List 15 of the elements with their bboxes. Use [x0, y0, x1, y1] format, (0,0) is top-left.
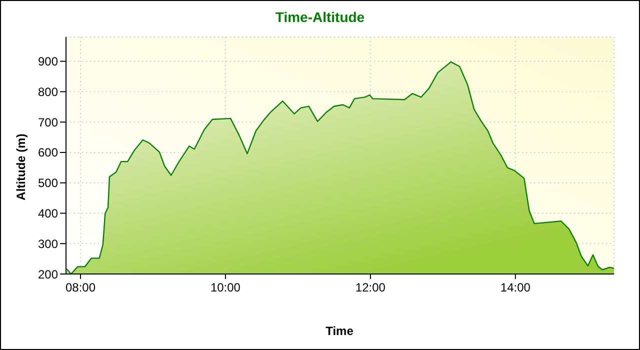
y-tick-label: 500 — [38, 176, 58, 190]
y-tick-label: 600 — [38, 146, 58, 160]
y-tick-label: 300 — [38, 236, 58, 251]
x-tick-label: 10:00 — [210, 280, 241, 295]
y-tick-label: 700 — [38, 115, 58, 130]
x-axis-title: Time — [324, 324, 354, 338]
y-axis-title: Altitude (m) — [14, 134, 28, 200]
chart-title: Time-Altitude — [274, 9, 366, 25]
y-tick-label: 900 — [38, 54, 58, 69]
y-tick-label: 200 — [38, 267, 58, 282]
y-tick-label: 800 — [38, 84, 58, 99]
x-tick-label: 14:00 — [500, 280, 531, 295]
y-tick-label: 400 — [38, 206, 58, 220]
x-tick-label: 12:00 — [355, 280, 386, 295]
x-tick-label: 08:00 — [65, 280, 96, 295]
